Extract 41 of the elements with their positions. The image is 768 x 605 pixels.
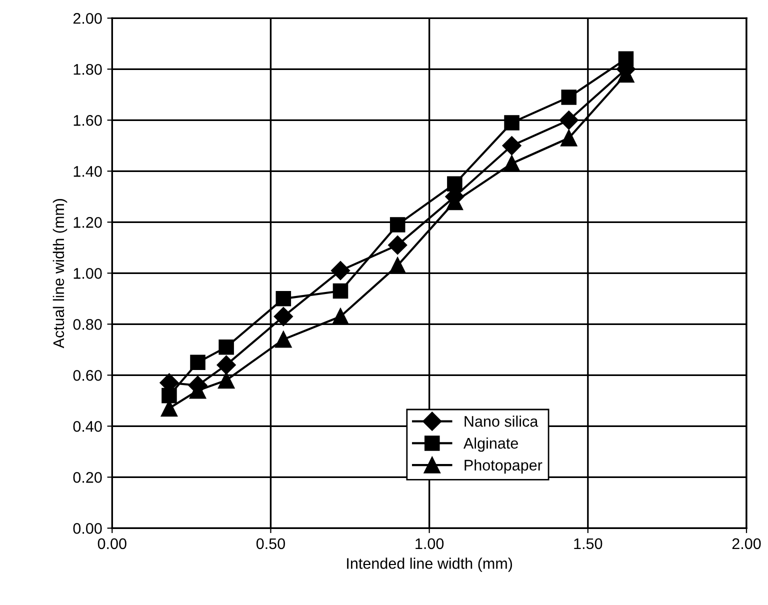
y-tick-label: 0.40 [73,421,102,432]
y-tick-label: 1.20 [74,217,102,228]
y-tick-label: 1.40 [74,166,102,177]
y-tick-label: 0.20 [73,472,102,483]
x-tick-label: 1.50 [574,538,602,550]
point [560,130,578,146]
point [390,217,406,232]
y-tick-label: 1.60 [74,115,102,126]
point [276,291,292,306]
point [504,115,520,130]
point [503,155,520,172]
y-tick-label: 1.00 [74,268,102,279]
point [332,283,348,299]
point [218,339,234,355]
point [162,388,177,404]
point [275,331,292,348]
point [389,257,406,274]
y-tick-label: 0.80 [73,319,102,330]
x-tick-label: 2.00 [732,538,761,550]
y-tick-label: 2.00 [73,13,102,24]
legend-label: Photopaper [464,459,542,474]
x-tick-label: 0.50 [256,538,285,550]
point [561,90,577,105]
legend-label: Nano silica [464,416,538,427]
point [502,136,522,156]
x-tick-label: 1.00 [416,538,444,550]
x-axis-title: Intended line width (mm) [347,558,512,572]
point [332,308,349,325]
point [218,372,235,389]
point [216,355,236,374]
point [388,236,408,255]
y-tick-label: 0.00 [73,523,102,534]
x-tick-label: 0.00 [98,538,126,550]
point [330,261,350,280]
point [190,354,206,370]
legend-label: Alginate [463,437,518,452]
y-axis-title: Actual line width (mm) [52,198,68,348]
point [274,306,293,326]
y-tick-label: 0.60 [73,370,102,381]
y-tick-label: 1.80 [74,64,102,75]
point [559,110,578,130]
